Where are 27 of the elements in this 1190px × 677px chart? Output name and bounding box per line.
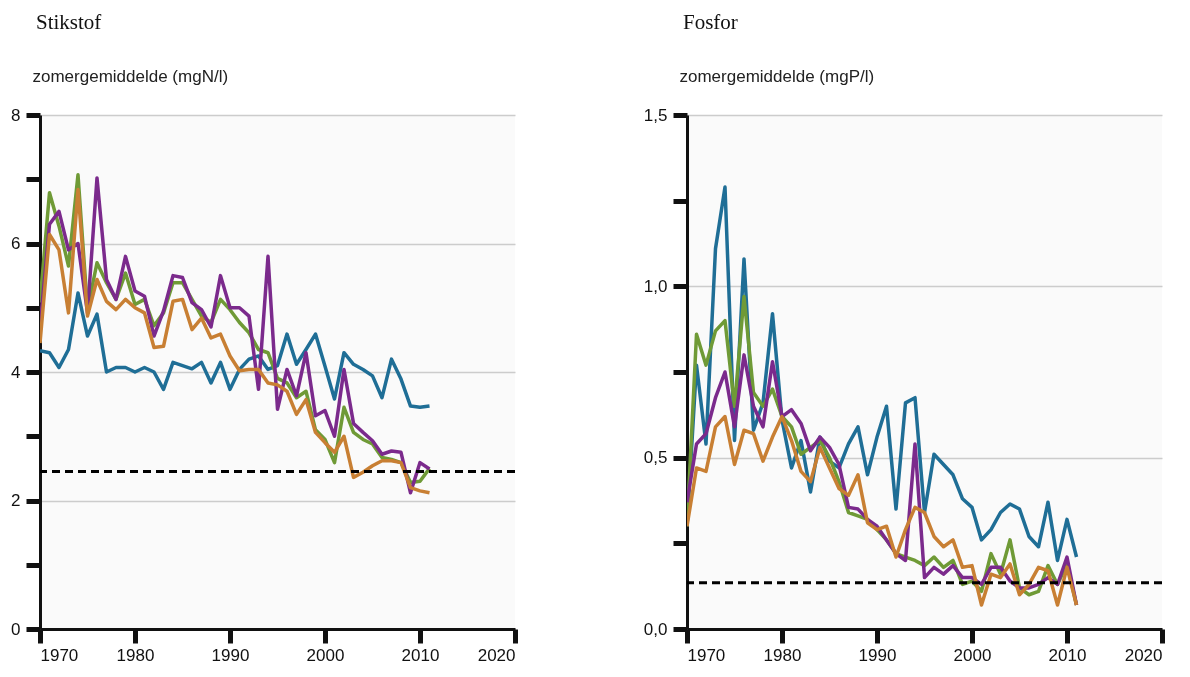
y-tick-label: 6 bbox=[11, 234, 21, 253]
x-tick-label: 2010 bbox=[1048, 645, 1087, 665]
y-axis-title: zomergemiddelde (mgP/l) bbox=[679, 66, 875, 86]
y-axis-title: zomergemiddelde (mgN/l) bbox=[32, 66, 229, 86]
chart-title: Fosfor bbox=[683, 10, 738, 34]
y-tick-label: 4 bbox=[11, 362, 21, 382]
x-tick-label: 1970 bbox=[40, 645, 79, 665]
y-tick-label: 8 bbox=[11, 105, 21, 125]
line-series bbox=[687, 414, 1079, 607]
y-tick-label: 2 bbox=[11, 491, 21, 510]
y-tick-label: 1,0 bbox=[643, 276, 668, 296]
y-tick-label: 0,0 bbox=[643, 619, 668, 639]
x-tick-label: 2020 bbox=[1124, 645, 1163, 665]
x-tick-label: 2020 bbox=[477, 645, 516, 665]
line-series bbox=[40, 291, 432, 410]
x-tick-label: 1980 bbox=[116, 645, 155, 665]
y-tick-label: 0,5 bbox=[643, 448, 668, 468]
x-tick-label: 2010 bbox=[401, 645, 440, 665]
x-tick-label: 1990 bbox=[211, 645, 250, 665]
y-tick-label: 1,5 bbox=[643, 105, 668, 125]
chart-title: Stikstof bbox=[36, 10, 102, 34]
x-tick-label: 1970 bbox=[687, 645, 726, 665]
x-tick-label: 2000 bbox=[953, 645, 992, 665]
x-tick-label: 1980 bbox=[763, 645, 802, 665]
x-tick-label: 2000 bbox=[306, 645, 345, 665]
y-tick-label: 0 bbox=[11, 619, 21, 639]
x-tick-label: 1990 bbox=[858, 645, 897, 665]
